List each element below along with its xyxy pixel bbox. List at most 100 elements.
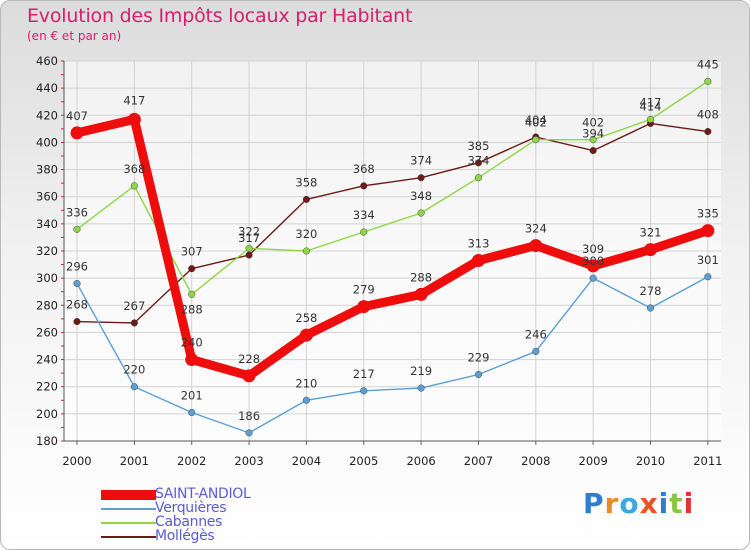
legend-swatch [101,522,156,524]
y-tick-label: 360 [36,190,58,204]
data-point-verquieres [474,370,483,379]
logo-letter: x [639,487,659,520]
data-point-cabannes [532,136,540,144]
data-label-saint-andiol: 417 [123,93,145,107]
legend-label: Cabannes [155,514,223,530]
x-tick-label: 2000 [62,454,91,468]
data-point-verquieres [130,383,138,391]
data-point-verquieres [532,347,540,355]
data-point-cabannes [474,174,483,182]
data-point-verquieres [417,384,425,392]
data-point-cabannes [589,136,597,144]
data-point-verquieres [302,396,310,404]
data-point-molleges [360,182,368,190]
data-label-saint-andiol: 309 [582,242,604,256]
data-label-cabannes: 374 [467,154,489,168]
data-label-verquieres: 217 [353,367,375,381]
data-label-molleges: 408 [697,108,719,122]
y-tick-label: 440 [36,81,58,95]
data-label-molleges: 268 [66,298,88,312]
data-label-saint-andiol: 279 [353,283,375,297]
x-tick-label: 2009 [579,454,608,468]
data-label-cabannes: 322 [238,224,260,238]
data-point-molleges [73,318,81,326]
logo-letter: i [683,487,695,520]
data-label-molleges: 385 [467,139,489,153]
data-point-cabannes [73,225,81,233]
x-tick-label: 2001 [120,454,149,468]
data-label-molleges: 374 [410,154,432,168]
x-tick-label: 2011 [693,454,722,468]
y-tick-label: 300 [36,271,58,285]
logo-letter: r [604,487,620,520]
data-label-saint-andiol: 240 [181,336,203,350]
data-label-verquieres: 296 [66,260,88,274]
data-label-verquieres: 229 [467,351,489,365]
data-label-saint-andiol: 228 [238,352,260,366]
data-point-molleges [245,251,253,259]
data-label-verquieres: 201 [181,389,203,403]
data-point-saint-andiol [471,254,485,267]
data-label-molleges: 414 [640,99,662,113]
data-point-verquieres [646,304,655,312]
data-label-cabannes: 288 [181,302,203,316]
legend-label: Verquières [155,500,227,516]
x-tick-label: 2002 [177,454,206,468]
legend-label: SAINT-ANDIOL [155,486,251,502]
data-label-verquieres: 300 [582,254,604,268]
data-label-cabannes: 348 [410,189,432,203]
data-point-cabannes [704,77,712,85]
data-label-verquieres: 220 [123,363,145,377]
data-point-verquieres [245,429,253,437]
data-point-saint-andiol [357,300,371,314]
y-tick-label: 200 [36,407,58,421]
data-point-saint-andiol [242,369,256,383]
data-label-verquieres: 186 [238,409,260,423]
x-tick-label: 2004 [292,454,321,468]
data-point-molleges [704,128,712,136]
data-label-saint-andiol: 258 [295,311,317,325]
y-tick-label: 260 [36,325,58,339]
y-tick-label: 280 [36,298,58,312]
data-point-molleges [188,265,196,273]
data-point-saint-andiol [701,224,715,238]
legend-swatch [101,508,156,510]
y-tick-label: 460 [36,54,58,68]
data-label-saint-andiol: 313 [467,237,489,251]
chart-title: Evolution des Impôts locaux par Habitant [27,5,413,27]
data-point-cabannes [360,228,368,236]
data-point-verquieres [704,273,712,281]
y-tick-label: 380 [36,163,58,177]
data-point-cabannes [417,209,425,217]
data-point-verquieres [589,274,597,282]
series-line-verquieres [76,276,709,434]
x-tick-label: 2008 [521,454,550,468]
legend-swatch [101,536,156,538]
x-tick-label: 2010 [636,454,665,468]
data-label-cabannes: 417 [640,95,662,109]
logo-letter: t [669,487,684,520]
data-point-cabannes [188,290,196,298]
series-line-saint-andiol [72,114,713,381]
legend-label: Mollégès [155,528,215,544]
data-label-saint-andiol: 407 [66,109,88,123]
logo-letter: P [583,487,605,520]
x-tick-label: 2005 [349,454,378,468]
y-tick-label: 220 [36,380,58,394]
proxiti-logo: Proxiti [583,487,694,520]
data-label-verquieres: 301 [697,253,719,267]
data-label-molleges: 307 [181,245,203,259]
data-label-cabannes: 334 [353,208,375,222]
data-label-cabannes: 368 [123,162,145,176]
legend-swatch [101,490,156,500]
data-point-verquieres [188,408,196,417]
data-label-molleges: 317 [238,231,260,245]
data-point-saint-andiol [185,353,199,367]
data-point-molleges [417,174,425,182]
data-point-cabannes [245,244,253,252]
chart-subtitle: (en € et par an) [27,29,122,43]
data-point-saint-andiol [586,259,600,273]
y-tick-label: 400 [36,135,58,149]
data-label-cabannes: 402 [582,116,604,130]
